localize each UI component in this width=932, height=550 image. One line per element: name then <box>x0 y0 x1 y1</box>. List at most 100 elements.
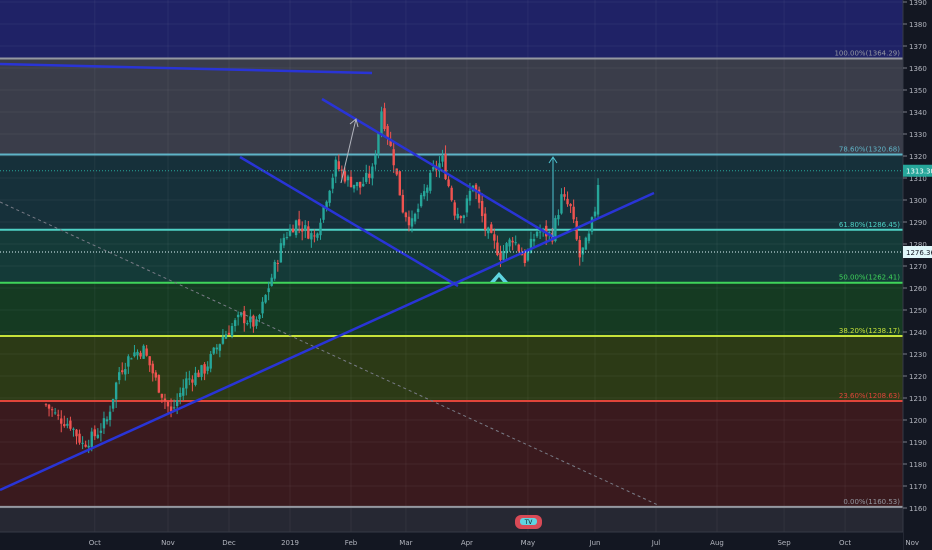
fib-band <box>0 336 903 402</box>
candle-body <box>593 211 597 217</box>
y-tick-label: 1390 <box>909 0 927 7</box>
candle-body <box>419 194 423 207</box>
candle-body <box>371 166 374 179</box>
candle-body <box>596 184 600 215</box>
x-tick-label: Mar <box>399 539 412 547</box>
support-trend-line <box>0 191 655 492</box>
candle-body <box>53 412 57 414</box>
candle-body <box>224 334 228 339</box>
candle-body <box>337 161 340 170</box>
candle-body <box>249 316 252 323</box>
price-axis: 1160 1170 1180 1190 1200 1210 1220 1230 1240 1250… <box>902 0 932 550</box>
dashed-trend-line <box>0 201 659 506</box>
candle-body <box>529 238 533 253</box>
candle-body <box>282 237 286 246</box>
candles <box>44 102 600 454</box>
candle-body <box>124 369 127 375</box>
candle-body <box>453 202 456 216</box>
candle-body <box>587 233 591 241</box>
candle-body <box>108 411 112 420</box>
candle-body <box>541 228 545 231</box>
candle-body <box>407 216 411 226</box>
candle-body <box>66 423 69 426</box>
candle-body <box>63 424 66 427</box>
y-tick-label: 1310 <box>909 175 927 183</box>
candle-body <box>151 363 154 374</box>
fib-band <box>0 229 903 283</box>
candle-body <box>349 176 353 188</box>
candle-body <box>118 372 121 381</box>
candle-body <box>261 301 264 314</box>
y-tick-label: 1370 <box>909 43 927 51</box>
candle-body <box>468 190 472 201</box>
candle-body <box>57 414 60 416</box>
candle-body <box>535 231 539 237</box>
y-tick-label: 1190 <box>909 439 927 447</box>
candle-body <box>136 351 139 356</box>
y-tick-label: 1250 <box>909 307 927 315</box>
candle-body <box>185 378 188 389</box>
y-tick-label: 1210 <box>909 395 927 403</box>
candle-body <box>328 190 331 203</box>
candle-body <box>197 372 200 378</box>
candle-body <box>194 372 197 385</box>
candle-body <box>148 356 151 366</box>
tv-badge[interactable]: TV <box>515 515 542 529</box>
price-tag <box>903 246 932 259</box>
candle-body <box>584 237 588 250</box>
y-tick-label: 1290 <box>909 219 927 227</box>
candle-body <box>209 354 212 369</box>
y-tick-label: 1340 <box>909 109 927 117</box>
candle-body <box>294 220 298 236</box>
channel-upper-line <box>321 97 556 240</box>
grid-lines <box>0 0 913 532</box>
y-tick-label: 1170 <box>909 483 927 491</box>
candle-body <box>90 431 93 447</box>
candle-body <box>581 247 584 255</box>
candle-body <box>487 227 490 234</box>
candle-body <box>157 375 161 393</box>
candle-body <box>130 358 133 360</box>
candle-body <box>243 311 246 324</box>
candle-body <box>505 243 508 254</box>
candle-body <box>560 194 563 214</box>
candle-body <box>365 172 368 182</box>
candle-body <box>444 154 447 180</box>
candle-body <box>172 407 176 409</box>
x-tick-label: Nov <box>161 539 175 547</box>
candle-body <box>215 347 218 350</box>
candle-body <box>392 149 395 166</box>
candle-body <box>154 372 157 378</box>
fib-lines: 100.00%(1364.29) 78.60%(1320.68) 61.80%(12… <box>0 50 903 508</box>
x-tick-label: Jul <box>651 539 661 547</box>
candle-body <box>514 242 517 244</box>
x-tick-label: 2019 <box>281 539 299 547</box>
candle-body <box>462 215 466 219</box>
candle-body <box>322 206 325 220</box>
x-tick-label: Oct <box>89 539 101 547</box>
x-tick-label: Jun <box>589 539 601 547</box>
y-tick-label: 1320 <box>909 153 927 161</box>
fib-band <box>0 506 903 532</box>
candle-body <box>179 393 182 397</box>
candle-body <box>169 406 173 412</box>
candle-body <box>526 250 530 261</box>
candle-body <box>221 336 225 344</box>
candle-body <box>142 345 145 359</box>
drawings <box>0 62 659 506</box>
candle-body <box>304 225 307 230</box>
candle-body <box>331 177 334 189</box>
y-tick-label: 1330 <box>909 131 927 139</box>
y-tick-label: 1270 <box>909 263 927 271</box>
candle-body <box>175 400 179 407</box>
resistance-line <box>0 62 373 75</box>
x-tick-label: Oct <box>839 539 851 547</box>
candle-body <box>432 167 435 170</box>
y-tick-label: 1300 <box>909 197 927 205</box>
fib-band <box>0 401 903 507</box>
candle-body <box>206 366 209 371</box>
candle-body <box>145 348 148 356</box>
candle-body <box>389 139 392 146</box>
candle-body <box>50 409 54 411</box>
